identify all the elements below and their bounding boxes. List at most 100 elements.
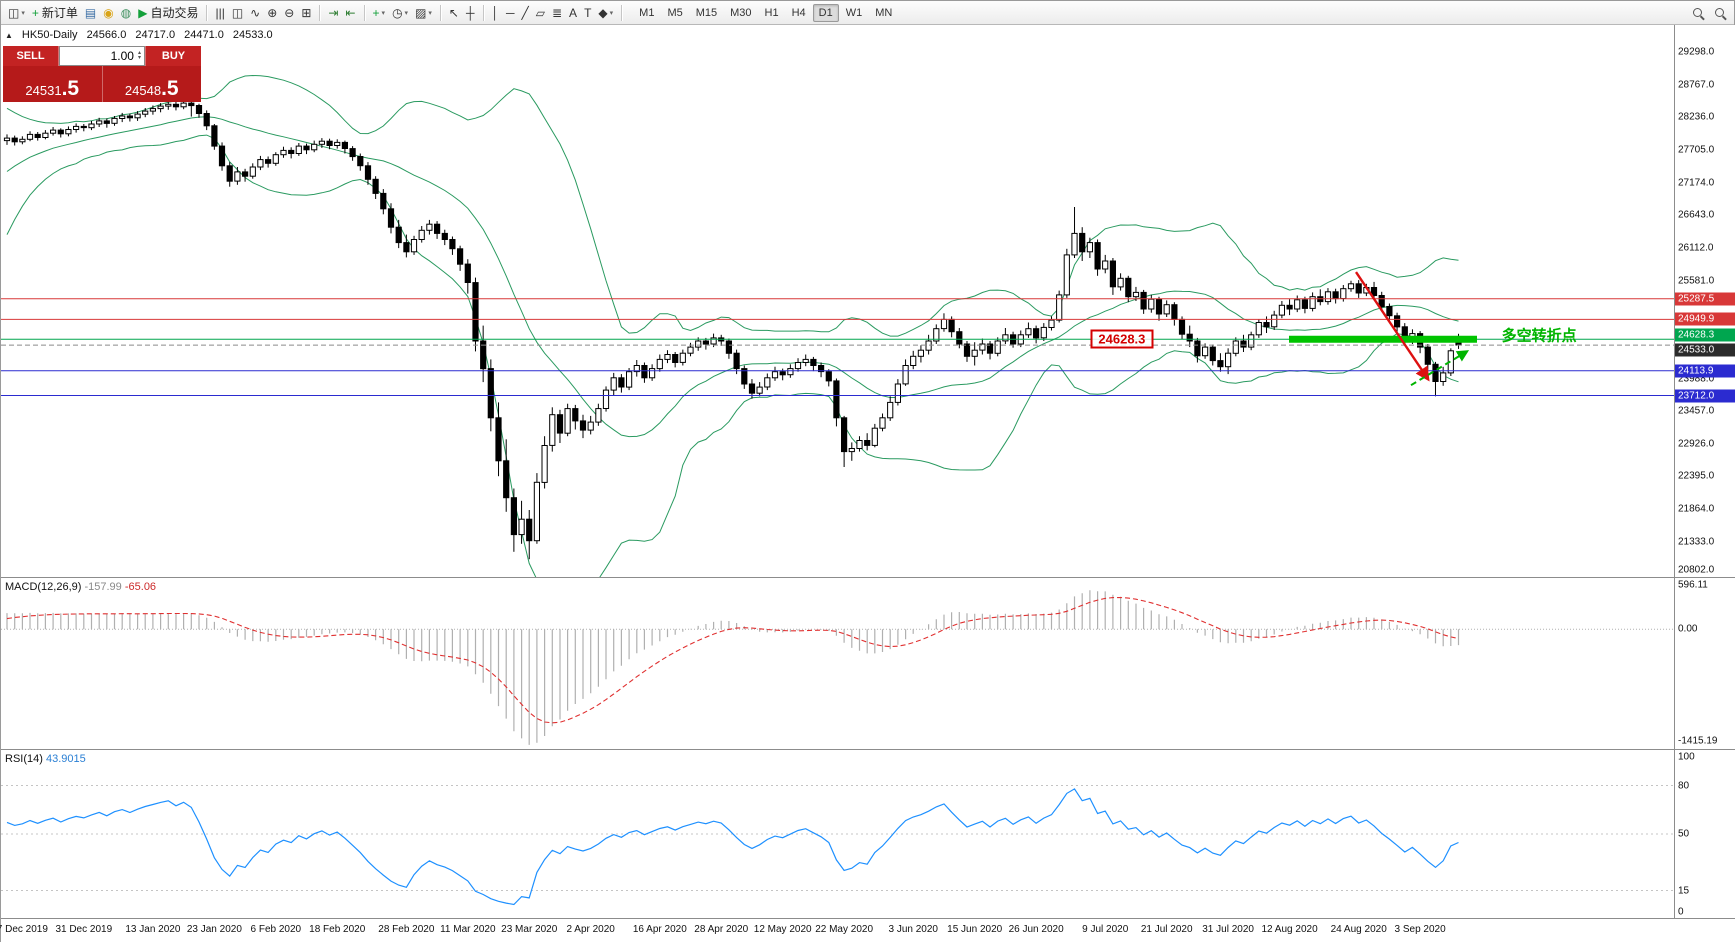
timeframe-mn[interactable]: MN xyxy=(875,6,893,19)
toolbar-separator xyxy=(482,4,484,21)
price-tick: 25581.0 xyxy=(1678,275,1715,287)
toolbar-separator xyxy=(621,4,623,21)
chart-window-menu[interactable]: ◫ ▾ xyxy=(5,3,28,23)
auto-scroll-icon-icon: ⇥ xyxy=(328,5,339,20)
date-label: 3 Sep 2020 xyxy=(1394,924,1446,935)
autotrade-button[interactable]: ▶ 自动交易 xyxy=(135,3,201,23)
date-label: 2 Apr 2020 xyxy=(566,924,615,935)
tile-windows-icon[interactable]: ⊞ xyxy=(298,3,314,23)
macd-axis[interactable]: 596.11 0.00 -1415.19 xyxy=(1674,578,1735,749)
periods-menu[interactable]: ◷ ▾ xyxy=(389,3,411,23)
price-chart-canvas[interactable] xyxy=(1,25,1674,577)
text-icon[interactable]: A xyxy=(566,3,580,23)
one-click-trade-panel: SELL 1.00 ▴ ▾ BUY 24531.5 2 xyxy=(3,46,201,102)
chart-shift-icon[interactable]: ⇤ xyxy=(342,3,358,23)
timeframe-h4[interactable]: H4 xyxy=(791,6,806,19)
toolbar: ◫ ▾ + 新订单 ▤ ◉ ◍ ▶ 自动交易 ||| ◫ ∿ ⊕ ⊖ ⊞ ⇥ ⇤ + ▾ ◷ ▾ ▨ ▾ ↖ ┼ │ ─ ╱ ▱ ≣ A T ◆… xyxy=(1,1,1734,25)
spinner-up-icon[interactable]: ▴ xyxy=(137,50,141,56)
alerts-icon[interactable]: ◉ xyxy=(100,3,116,23)
volume-spinner[interactable]: ▴ ▾ xyxy=(137,50,141,61)
crosshair-icon[interactable]: ┼ xyxy=(463,3,478,23)
rsi-value: 43.9015 xyxy=(45,753,86,765)
buy-button[interactable]: BUY xyxy=(145,46,201,66)
sell-button[interactable]: SELL xyxy=(3,46,59,66)
price-chart-panel: ▲ HK50-Daily 24566.0 24717.0 24471.0 245… xyxy=(1,25,1735,578)
market-watch-icon-icon: ▤ xyxy=(84,5,97,20)
macd-histogram xyxy=(6,590,1460,745)
timeframe-m30[interactable]: M30 xyxy=(730,6,752,19)
date-label: 16 Apr 2020 xyxy=(632,924,687,935)
turning-point-label[interactable]: 多空转折点 xyxy=(1501,327,1577,345)
auto-scroll-icon[interactable]: ⇥ xyxy=(325,3,341,23)
timeframe-w1[interactable]: W1 xyxy=(845,6,863,19)
toolbar-separator xyxy=(206,4,208,21)
macd-plot[interactable]: MACD(12,26,9) -157.99 -65.06 xyxy=(1,578,1674,749)
market-watch-icon[interactable]: ▤ xyxy=(82,3,99,23)
rsi-plot[interactable]: RSI(14) 43.9015 xyxy=(1,750,1674,918)
zoom-window-icon[interactable] xyxy=(1709,3,1730,23)
close-value: 24533.0 xyxy=(232,29,273,41)
price-tick: 28236.0 xyxy=(1678,111,1715,123)
symbol-period-label: HK50-Daily xyxy=(21,29,78,41)
horizontal-line-icon[interactable]: ─ xyxy=(503,3,518,23)
price-tick: 23457.0 xyxy=(1678,405,1715,417)
channel-icon[interactable]: ▱ xyxy=(533,3,548,23)
line-chart-icon[interactable]: ∿ xyxy=(247,3,263,23)
date-label: 23 Jan 2020 xyxy=(186,924,242,935)
macd-signal-line xyxy=(6,596,1459,724)
volume-value: 1.00 xyxy=(110,49,134,63)
bars-chart-icon[interactable]: ||| xyxy=(212,3,227,23)
timeframe-d1[interactable]: D1 xyxy=(812,3,839,22)
search-icon[interactable] xyxy=(1687,3,1708,23)
volume-input[interactable]: 1.00 ▴ ▾ xyxy=(59,46,145,66)
price-plot[interactable]: ▲ HK50-Daily 24566.0 24717.0 24471.0 245… xyxy=(1,25,1674,577)
zoom-out-icon[interactable]: ⊖ xyxy=(281,3,297,23)
cursor-icon[interactable]: ↖ xyxy=(446,3,462,23)
toolbar-separator xyxy=(439,4,441,21)
vertical-line-icon[interactable]: │ xyxy=(489,3,503,23)
spinner-down-icon[interactable]: ▾ xyxy=(137,55,141,61)
timeframe-m1[interactable]: M1 xyxy=(639,6,655,19)
crosshair-icon-icon: ┼ xyxy=(465,5,475,20)
low-value: 24471.0 xyxy=(184,29,224,41)
macd-panel: MACD(12,26,9) -157.99 -65.06 596.11 0.00 -… xyxy=(1,578,1735,750)
up-bounce-arrow[interactable] xyxy=(1410,350,1470,387)
price-annotation-box[interactable]: 24628.3 xyxy=(1090,329,1154,349)
templates-menu[interactable]: ▨ ▾ xyxy=(412,3,435,23)
bollinger-lower xyxy=(6,134,1459,577)
candles-chart-icon[interactable]: ◫ xyxy=(229,3,246,23)
templates-icon: ▨ xyxy=(415,5,427,20)
toolbar-separator xyxy=(319,4,321,21)
fibonacci-icon[interactable]: ≣ xyxy=(549,3,565,23)
price-tag: 24533.0 xyxy=(1675,343,1735,357)
timeframe-m5[interactable]: M5 xyxy=(667,6,683,19)
price-tag: 24949.9 xyxy=(1675,312,1735,326)
trendline-icon[interactable]: ╱ xyxy=(519,3,532,23)
date-label: 13 Jan 2020 xyxy=(125,924,181,935)
news-icon[interactable]: ◍ xyxy=(118,3,134,23)
channel-icon-icon: ▱ xyxy=(535,5,545,20)
sell-price[interactable]: 24531.5 xyxy=(3,66,103,102)
rsi-canvas[interactable] xyxy=(1,750,1674,918)
collapse-trade-panel-icon[interactable]: ▲ xyxy=(5,30,13,40)
rsi-axis[interactable]: 100 80 50 15 0 xyxy=(1674,750,1735,918)
chevron-down-icon: ▾ xyxy=(609,9,614,17)
shapes-menu[interactable]: ◆ ▾ xyxy=(595,3,616,23)
price-axis[interactable]: 29298.0 28767.0 28236.0 27705.0 27174.0 26643… xyxy=(1674,25,1735,577)
buy-price[interactable]: 24548.5 xyxy=(103,66,202,102)
zoom-in-icon[interactable]: ⊕ xyxy=(264,3,280,23)
timeframe-m15[interactable]: M15 xyxy=(695,6,718,19)
macd-label: MACD(12,26,9) -157.99 -65.06 xyxy=(5,581,156,593)
new-order-button[interactable]: + 新订单 xyxy=(29,3,81,23)
candles-chart-icon-icon: ◫ xyxy=(231,5,244,20)
label-icon[interactable]: T xyxy=(581,3,594,23)
date-axis[interactable]: 7 Dec 2019 31 Dec 2019 13 Jan 2020 23 Jan 2… xyxy=(0,919,1735,943)
macd-canvas[interactable] xyxy=(1,578,1674,749)
macd-main-value: -157.99 xyxy=(84,581,122,593)
timeframe-h1[interactable]: H1 xyxy=(764,6,779,19)
down-trend-arrow[interactable] xyxy=(1355,271,1430,382)
high-value: 24717.0 xyxy=(135,29,176,41)
bars-chart-icon-icon: ||| xyxy=(215,5,225,20)
indicators-menu[interactable]: + ▾ xyxy=(370,3,389,23)
rsi-axis-label: 15 xyxy=(1678,885,1690,897)
